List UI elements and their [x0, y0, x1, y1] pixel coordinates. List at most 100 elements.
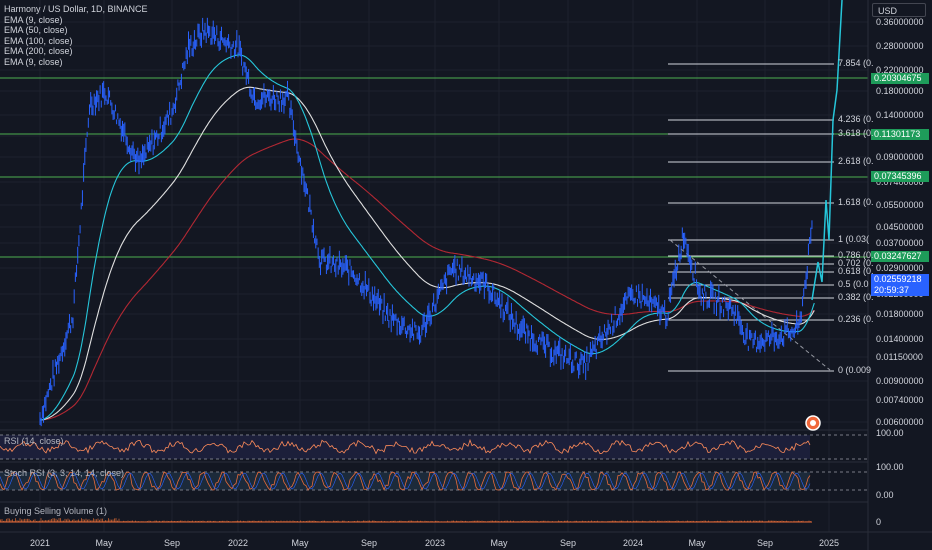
stoch-band — [0, 472, 810, 490]
volume-bar — [642, 520, 643, 522]
volume-bar — [312, 520, 313, 522]
volume-bar — [18, 520, 19, 522]
volume-bar — [213, 520, 214, 522]
price-axis-label: 0.04500000 — [876, 222, 924, 232]
volume-bar — [348, 520, 349, 522]
volume-bar — [411, 520, 412, 522]
volume-bar — [400, 520, 402, 522]
volume-bar — [300, 520, 301, 522]
volume-bar — [69, 519, 70, 522]
volume-bar — [27, 518, 28, 522]
volume-bar — [184, 520, 186, 522]
volume-bar — [315, 520, 316, 522]
fib-level-label: 0 (0.009 — [838, 365, 872, 375]
volume-bar — [664, 520, 666, 522]
volume-bar — [214, 520, 216, 522]
volume-bar — [39, 520, 40, 522]
volume-bar — [135, 520, 136, 522]
volume-bar — [201, 520, 202, 522]
volume-bar — [750, 520, 751, 522]
ema-100-path — [39, 86, 815, 421]
volume-bar — [31, 520, 33, 522]
volume-bar — [373, 520, 375, 522]
volume-bar — [781, 520, 783, 522]
volume-bar — [610, 520, 612, 522]
volume-bar — [154, 520, 156, 522]
volume-bar — [222, 520, 223, 522]
volume-bar — [397, 520, 399, 522]
volume-bar — [436, 520, 438, 522]
volume-bar — [559, 520, 561, 522]
rsi-band — [0, 435, 810, 459]
volume-bar — [48, 519, 49, 522]
volume-bar — [636, 520, 637, 522]
volume-bar — [736, 520, 738, 522]
volume-bar — [249, 520, 250, 522]
volume-bar — [558, 520, 559, 522]
volume-bar — [678, 520, 679, 522]
volume-bar — [132, 520, 133, 522]
volume-bar — [6, 518, 7, 522]
price-tag-4: 0.03247627 — [871, 251, 929, 262]
volume-bar — [399, 520, 400, 522]
volume-bar — [84, 519, 85, 522]
volume-bar — [708, 520, 709, 522]
volume-bar — [504, 520, 505, 522]
volume-bar — [19, 518, 21, 522]
currency-selector[interactable]: USD — [872, 3, 926, 17]
volume-bar — [265, 520, 267, 522]
rsi-level-100: 100.00 — [876, 428, 904, 438]
volume-bar — [621, 520, 622, 522]
symbol-title[interactable]: Harmony / US Dollar, 1D, BINANCE — [4, 4, 148, 14]
indicator-ema-50[interactable]: EMA (50, close) — [4, 25, 68, 36]
volume-bar — [12, 519, 13, 522]
volume-bar — [109, 519, 111, 522]
volume-bar — [649, 520, 651, 522]
volume-bar — [732, 520, 733, 522]
indicator-ema-100[interactable]: EMA (100, close) — [4, 35, 73, 46]
volume-bar — [615, 520, 616, 522]
volume-bar — [783, 520, 784, 522]
volume-bar — [669, 520, 670, 522]
volume-bar — [220, 520, 222, 522]
price-axis-label: 0.05500000 — [876, 200, 924, 210]
time-axis-label: Sep — [360, 538, 378, 548]
volume-bar — [256, 520, 258, 522]
volume-bar — [364, 520, 366, 522]
volume-bar — [754, 520, 756, 522]
volume-bar — [793, 520, 795, 522]
volume-bar — [394, 520, 396, 522]
volume-bar — [334, 520, 336, 522]
volume-bar — [237, 520, 238, 522]
volume-bar — [430, 520, 432, 522]
indicator-ema-200[interactable]: EMA (200, close) — [4, 46, 73, 57]
volume-bar — [273, 520, 274, 522]
volume-bar — [24, 518, 25, 522]
price-tag-2: 0.11301173 — [871, 129, 929, 140]
volume-bar — [253, 520, 255, 522]
volume-bar — [238, 520, 240, 522]
rsi-line — [0, 438, 811, 455]
volume-bar — [40, 518, 42, 522]
volume-bar — [780, 520, 781, 522]
volume-bar — [208, 520, 210, 522]
indicator-ema-9b[interactable]: EMA (9, close) — [4, 56, 63, 67]
volume-bar — [522, 520, 523, 522]
volume-bar — [582, 520, 583, 522]
volume-bar — [700, 520, 702, 522]
stoch-k-line — [0, 471, 811, 491]
indicator-ema-9[interactable]: EMA (9, close) — [4, 14, 63, 25]
volume-bar — [70, 520, 72, 522]
price-spike-line — [811, 0, 843, 301]
current-price-tag: 0.02559218 20:59:37 — [871, 274, 929, 296]
volume-bar — [180, 520, 181, 522]
volume-title[interactable]: Buying Selling Volume (1) — [4, 506, 108, 516]
rsi-title[interactable]: RSI (14, close) — [4, 436, 64, 446]
volume-bar — [118, 518, 120, 522]
volume-bar — [283, 520, 285, 522]
volume-bar — [67, 518, 69, 522]
stoch-title[interactable]: Stoch RSI (3, 3, 14, 14, close) — [4, 468, 125, 478]
volume-bar — [159, 520, 160, 522]
volume-bar — [457, 520, 459, 522]
